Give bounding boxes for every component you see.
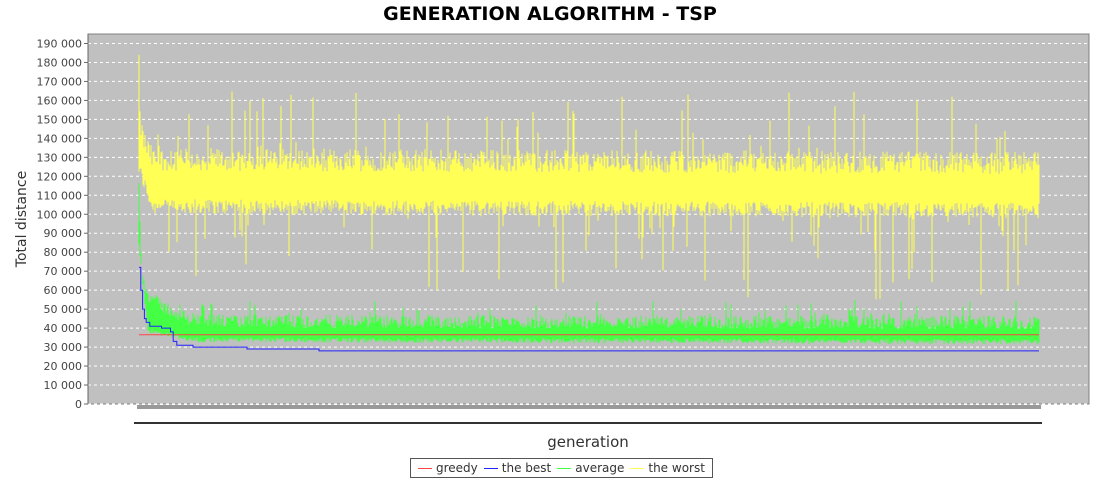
legend-label-average: average — [575, 461, 625, 475]
y-tick-label: 80 000 — [44, 246, 83, 259]
y-axis-label: Total distance — [14, 171, 30, 268]
y-tick-label: 180 000 — [37, 56, 83, 69]
y-tick-label: 40 000 — [44, 322, 83, 335]
x-axis-label: generation — [547, 433, 629, 451]
series-the-worst-line — [138, 54, 1040, 300]
y-tick-label: 20 000 — [44, 360, 83, 373]
y-tick-label: 120 000 — [37, 170, 83, 183]
series-the-best-line — [139, 266, 1039, 352]
y-tick-label: 60 000 — [44, 284, 83, 297]
y-tick-label: 170 000 — [37, 75, 83, 88]
y-tick-label: 70 000 — [44, 265, 83, 278]
y-tick-label: 30 000 — [44, 341, 83, 354]
x-axis-band — [137, 405, 1041, 409]
y-tick-label: 190 000 — [37, 37, 83, 50]
legend-item-average: average — [557, 461, 624, 475]
legend-label-greedy: greedy — [436, 461, 478, 475]
y-tick-label: 50 000 — [44, 303, 83, 316]
chart-title: GENERATION ALGORITHM - TSP — [383, 3, 717, 25]
legend-swatch-the-best — [483, 467, 498, 469]
y-tick-label: 160 000 — [37, 94, 83, 107]
y-tick-label: 110 000 — [37, 189, 83, 202]
legend-swatch-the-worst — [630, 467, 645, 469]
legend-swatch-greedy — [418, 467, 432, 469]
legend-item-the-best: the best — [483, 461, 552, 475]
y-tick-label: 90 000 — [44, 227, 83, 240]
y-tick-label: 100 000 — [37, 208, 83, 221]
legend-item-the-worst: the worst — [630, 461, 705, 475]
y-tick-label: 0 — [75, 398, 82, 411]
legend-swatch-average — [557, 467, 572, 469]
y-tick-label: 130 000 — [37, 151, 83, 164]
legend-label-the-worst: the worst — [648, 461, 705, 475]
legend: greedy the best average the worst — [410, 458, 713, 478]
y-tick-label: 140 000 — [37, 132, 83, 145]
y-tick-label: 150 000 — [37, 113, 83, 126]
y-tick-label: 10 000 — [44, 379, 83, 392]
legend-item-greedy: greedy — [418, 461, 478, 475]
legend-label-the-best: the best — [501, 461, 552, 475]
